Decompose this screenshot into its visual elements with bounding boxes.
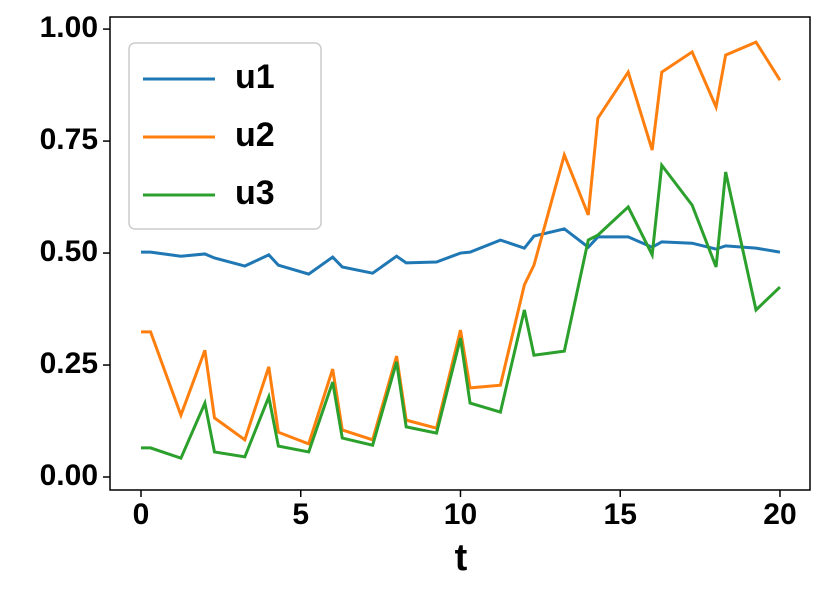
plot-frame: [109, 16, 811, 491]
x-axis-label: t: [455, 537, 468, 579]
legend-label: u2: [235, 116, 275, 154]
y-tick-label: 0.50: [40, 235, 98, 268]
x-tick-label: 0: [133, 498, 150, 531]
legend-label: u3: [235, 174, 275, 212]
x-tick-label: 10: [444, 498, 477, 531]
x-tick-label: 15: [604, 498, 637, 531]
y-tick-label: 1.00: [40, 11, 98, 44]
legend-box: [128, 42, 322, 230]
legend-label: u1: [235, 58, 275, 96]
y-tick-label: 0.25: [40, 347, 98, 380]
x-tick-label: 5: [292, 498, 309, 531]
series-line: [140, 161, 782, 461]
series-line: [140, 227, 781, 276]
x-tick-label: 20: [763, 498, 796, 531]
y-tick-label: 0.75: [40, 123, 98, 156]
series-line: [140, 40, 782, 446]
y-tick-label: 0.00: [40, 459, 98, 492]
